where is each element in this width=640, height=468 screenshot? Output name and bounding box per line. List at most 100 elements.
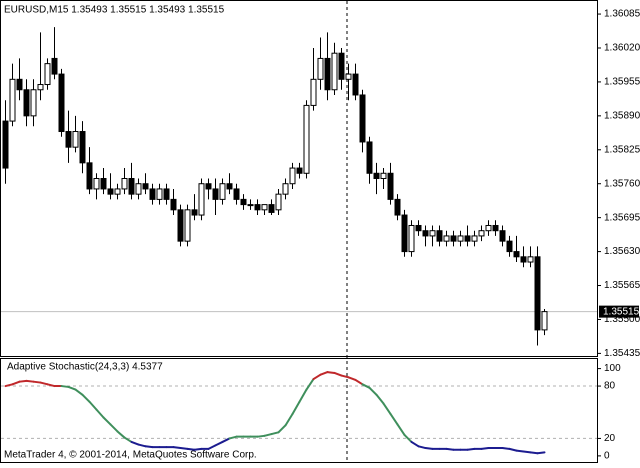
candle-body bbox=[114, 188, 121, 195]
candle-body bbox=[478, 230, 485, 237]
candle-body bbox=[212, 188, 219, 200]
candle-body bbox=[506, 240, 513, 253]
candle-body bbox=[184, 209, 191, 242]
indicator-segment bbox=[319, 371, 329, 376]
indicator-segment bbox=[39, 381, 49, 386]
candle-body bbox=[198, 183, 205, 216]
indicator-segment bbox=[270, 431, 280, 436]
candle-body bbox=[429, 230, 436, 237]
indicator-segment bbox=[228, 435, 238, 440]
candle-body bbox=[331, 52, 338, 91]
indicator-segment bbox=[445, 447, 455, 451]
indicator-segment bbox=[298, 388, 308, 403]
candle-body bbox=[205, 183, 212, 190]
main-pane bbox=[0, 0, 598, 357]
candle-body bbox=[65, 131, 72, 148]
indicator-title: Adaptive Stochastic(24,3,3) 4.5377 bbox=[7, 362, 163, 373]
indicator-segment bbox=[389, 412, 399, 426]
candle-body bbox=[443, 235, 450, 242]
indicator-segment bbox=[137, 443, 147, 448]
candle-body bbox=[135, 183, 142, 195]
candle-body bbox=[9, 78, 16, 122]
last-price-label: 1.35515 bbox=[603, 306, 640, 317]
candle-body bbox=[156, 188, 163, 200]
indicator-segment bbox=[4, 383, 14, 388]
y-tick-label: 1.35695 bbox=[604, 212, 640, 223]
candle-body bbox=[30, 89, 37, 117]
candle-body bbox=[317, 57, 324, 80]
indicator-segment bbox=[221, 437, 231, 443]
indicator-segment bbox=[81, 393, 91, 403]
indicator-segment bbox=[193, 447, 203, 451]
candle-body bbox=[289, 167, 296, 185]
indicator-segment bbox=[417, 445, 427, 450]
candle-body bbox=[247, 204, 254, 207]
candle-body bbox=[121, 178, 128, 190]
candle-body bbox=[149, 188, 156, 200]
indicator-segment bbox=[116, 430, 126, 439]
candle-body bbox=[23, 89, 30, 117]
indicator-segment bbox=[326, 371, 336, 374]
footer: MetaTrader 4, © 2001-2014, MetaQuotes So… bbox=[4, 450, 257, 461]
candle-body bbox=[380, 172, 387, 180]
candle-body bbox=[37, 84, 44, 91]
indicator-segment bbox=[333, 371, 343, 377]
candle-body bbox=[492, 224, 499, 232]
candle-body bbox=[464, 235, 471, 242]
indicator-segment bbox=[214, 440, 224, 447]
indicator-segment bbox=[123, 436, 133, 443]
indicator-segment bbox=[312, 373, 322, 381]
indicator-segment bbox=[186, 447, 196, 451]
candle-body bbox=[191, 209, 198, 216]
y-tick-label: 20 bbox=[604, 433, 616, 444]
y-tick-label: 80 bbox=[604, 381, 616, 392]
indicator-segment bbox=[74, 388, 84, 396]
indicator-segment bbox=[277, 424, 287, 434]
indicator-segment bbox=[347, 376, 357, 381]
y-tick-label: 1.35890 bbox=[604, 110, 640, 121]
candle-body bbox=[93, 178, 100, 190]
y-tick-label: 1.35435 bbox=[604, 348, 640, 359]
candle-body bbox=[310, 78, 317, 106]
candle-body bbox=[408, 224, 415, 253]
candle-body bbox=[520, 256, 527, 263]
candle-body bbox=[268, 204, 275, 213]
indicator-segment bbox=[368, 386, 378, 396]
candle-body bbox=[100, 178, 107, 190]
indicator-segment bbox=[88, 400, 98, 411]
indicator-segment bbox=[361, 383, 371, 389]
last-price-box bbox=[599, 305, 639, 318]
candle-body bbox=[303, 104, 310, 174]
indicator-segment bbox=[410, 440, 420, 448]
candle-body bbox=[513, 251, 520, 258]
y-tick-label: 1.36020 bbox=[604, 43, 640, 54]
candle-body bbox=[366, 141, 373, 174]
candle-body bbox=[296, 167, 303, 174]
candle-body bbox=[282, 183, 289, 195]
candle-body bbox=[450, 235, 457, 242]
indicator-segment bbox=[508, 447, 518, 452]
y-tick-label: 0 bbox=[604, 451, 610, 462]
indicator-segment bbox=[144, 445, 154, 449]
candle-body bbox=[142, 183, 149, 190]
indicator-segment bbox=[305, 378, 315, 391]
candle-body bbox=[254, 204, 261, 211]
indicator-segment bbox=[466, 447, 476, 451]
indicator-segment bbox=[501, 447, 511, 450]
candle-body bbox=[226, 183, 233, 190]
candle-body bbox=[471, 235, 478, 242]
candle-body bbox=[219, 183, 226, 200]
indicator-segment bbox=[529, 451, 539, 455]
indicator-segment bbox=[109, 423, 119, 433]
candle-body bbox=[177, 209, 184, 242]
indicator-segment bbox=[354, 378, 364, 386]
candle-body bbox=[527, 256, 534, 263]
indicator-segment bbox=[11, 380, 21, 386]
candle-body bbox=[2, 120, 9, 169]
candle-body bbox=[44, 63, 51, 86]
indicator-segment bbox=[130, 440, 140, 446]
candle-body bbox=[401, 214, 408, 253]
indicator-segment bbox=[340, 374, 350, 379]
candle-body bbox=[499, 230, 506, 242]
candle-body bbox=[163, 188, 170, 200]
